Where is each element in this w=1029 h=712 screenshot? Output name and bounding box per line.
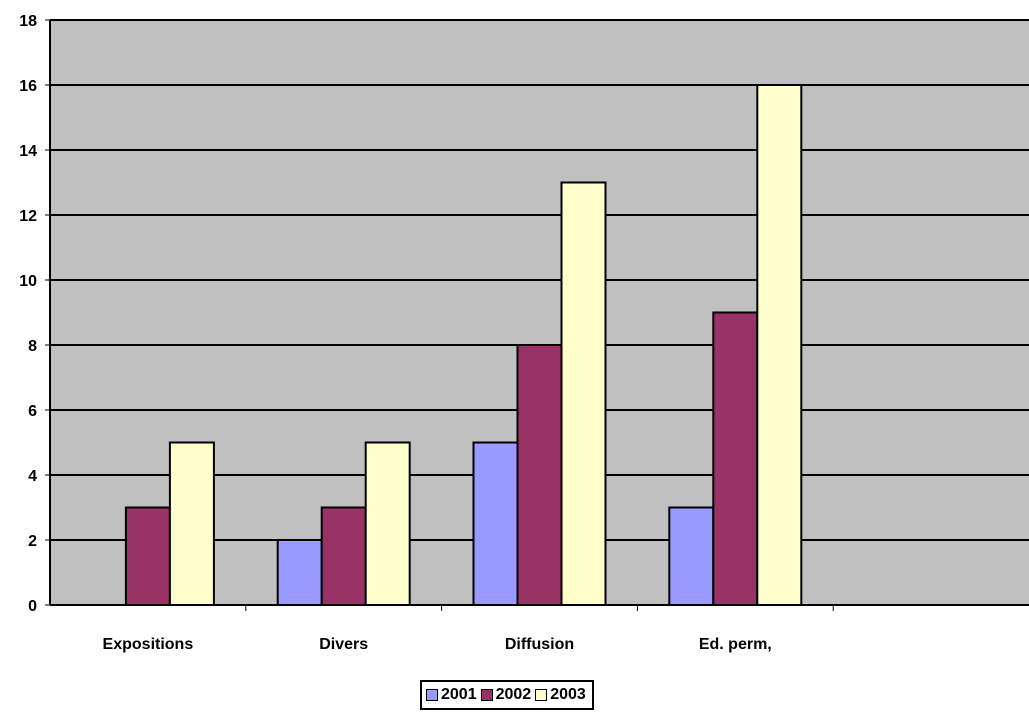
legend-item-2003: 2003 xyxy=(535,686,586,704)
y-tick-label-12: 12 xyxy=(19,208,37,225)
y-tick-label-8: 8 xyxy=(28,338,37,355)
bar-2001-3 xyxy=(668,506,715,606)
y-tick-label-2: 2 xyxy=(28,533,37,550)
legend-label-2002: 2002 xyxy=(495,686,532,703)
y-tick-label-10: 10 xyxy=(19,273,37,290)
bar-2002-2 xyxy=(516,344,563,606)
legend-swatch-2002 xyxy=(480,689,493,701)
y-tick-label-16: 16 xyxy=(19,78,37,95)
y-tick-label-4: 4 xyxy=(28,468,37,485)
bar-2003-0 xyxy=(168,441,215,606)
bars xyxy=(124,84,803,606)
bar-2003-3 xyxy=(756,84,803,606)
bar-2002-3 xyxy=(712,311,759,606)
x-category-label: Ed. perm, xyxy=(699,636,772,653)
bar-2001-1 xyxy=(276,539,323,606)
legend-swatch-2001 xyxy=(426,689,438,701)
bar-2003-1 xyxy=(364,441,411,606)
x-axis-labels: Expositions Divers Diffusion Ed. perm, xyxy=(103,636,772,653)
y-tick-label-18: 18 xyxy=(19,13,37,30)
bar-2003-2 xyxy=(560,181,607,606)
legend-item-2002: 2002 xyxy=(480,686,532,704)
y-tick-label-14: 14 xyxy=(19,143,37,160)
legend-label-2001: 2001 xyxy=(441,686,477,703)
x-category-label: Expositions xyxy=(103,636,194,653)
y-tick-label-0: 0 xyxy=(28,598,37,615)
legend-swatch-2003 xyxy=(535,689,548,701)
x-category-label: Divers xyxy=(319,636,368,653)
axes xyxy=(49,20,1029,611)
y-axis-ticks: 0 2 4 6 8 10 12 14 16 18 xyxy=(19,13,50,615)
legend-label-2003: 2003 xyxy=(550,686,586,703)
bar-2002-1 xyxy=(320,506,367,606)
y-tick-label-6: 6 xyxy=(28,403,37,420)
legend-item-2001: 2001 xyxy=(426,686,477,704)
bar-2002-0 xyxy=(124,506,171,606)
legend: 2001 2002 2003 xyxy=(420,680,594,710)
bar-2001-2 xyxy=(472,441,519,606)
x-category-label: Diffusion xyxy=(505,636,574,653)
